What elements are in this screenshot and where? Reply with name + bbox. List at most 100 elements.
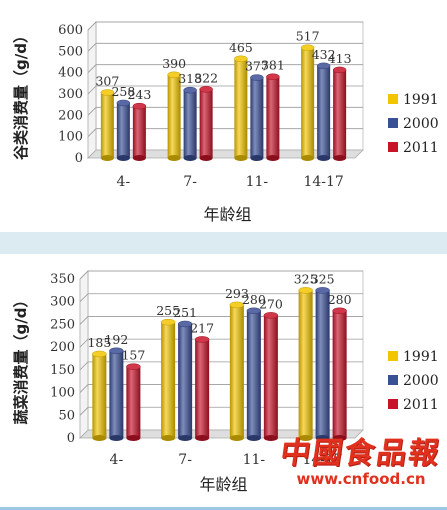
data-label: 432 <box>312 47 336 62</box>
x-tick-label: 7- <box>183 174 197 190</box>
bar <box>167 71 181 161</box>
y-tick-label: 200 <box>58 108 83 123</box>
gridline <box>87 64 363 73</box>
legend-label: 1991 <box>403 349 439 365</box>
legend-swatch <box>388 142 398 152</box>
x-axis-title: 年龄组 <box>199 475 247 494</box>
data-label: 185 <box>87 335 111 350</box>
bar <box>116 99 131 161</box>
y-tick-label: 400 <box>58 66 83 81</box>
bar <box>332 66 347 161</box>
chart-side-wall <box>79 270 89 439</box>
bar <box>177 320 193 441</box>
y-tick-label: 100 <box>50 386 75 401</box>
bar <box>229 301 245 441</box>
x-tick-label: 4- <box>117 174 131 190</box>
cereal-chart-panel: 0 100 200 300 400 500 600 307 258 243 4- 390 318 322 7… <box>0 0 447 232</box>
bar <box>234 55 248 161</box>
data-label: 318 <box>178 71 202 86</box>
data-label: 293 <box>225 286 249 301</box>
legend-label: 2011 <box>403 397 439 413</box>
gridline <box>79 270 363 280</box>
data-label: 322 <box>194 70 218 85</box>
data-label: 390 <box>162 56 186 71</box>
y-tick-label: 150 <box>50 363 75 378</box>
x-tick-label: 11- <box>246 174 269 190</box>
bottom-strip <box>0 507 447 510</box>
bar <box>132 102 147 161</box>
bar <box>100 89 115 161</box>
legend-label: 2000 <box>403 116 439 132</box>
bar <box>316 62 331 161</box>
x-tick-label: 11- <box>243 452 266 468</box>
x-axis-title: 年龄组 <box>203 205 251 224</box>
gridline <box>87 21 363 31</box>
data-label: 157 <box>121 348 145 363</box>
bar <box>332 307 347 441</box>
data-label: 251 <box>173 305 197 320</box>
bar <box>92 350 107 441</box>
y-tick-label: 200 <box>50 340 75 355</box>
x-tick-label: 7- <box>178 452 192 468</box>
x-tick-label: 14-17 <box>303 174 343 190</box>
data-label: 270 <box>259 296 283 311</box>
data-label: 217 <box>190 320 214 335</box>
bar <box>298 287 313 441</box>
legend-label: 2011 <box>403 140 439 156</box>
bar <box>250 74 264 161</box>
y-tick-label: 0 <box>67 431 75 446</box>
data-label: 243 <box>127 87 151 102</box>
bar <box>160 318 176 441</box>
bar <box>246 307 262 441</box>
bar <box>109 347 124 441</box>
bar <box>199 86 213 161</box>
legend-label: 2000 <box>403 373 439 389</box>
legend-label: 1991 <box>403 92 439 108</box>
bar <box>266 73 280 161</box>
data-label: 280 <box>242 292 266 307</box>
data-label: 381 <box>261 58 285 73</box>
data-label: 255 <box>156 303 180 318</box>
bar <box>126 363 141 441</box>
watermark-logo: 中國食品報 <box>278 436 443 471</box>
data-label: 325 <box>294 271 318 286</box>
gridline <box>87 42 363 52</box>
data-label: 280 <box>328 292 352 307</box>
data-label: 258 <box>111 84 135 99</box>
data-label: 377 <box>245 59 269 74</box>
panel-separator <box>0 232 447 254</box>
data-label: 413 <box>328 51 352 66</box>
data-label: 465 <box>229 40 253 55</box>
x-tick-label: 4- <box>110 452 124 468</box>
y-tick-label: 500 <box>58 44 83 59</box>
legend-swatch <box>388 94 398 104</box>
gridline <box>79 293 363 302</box>
y-tick-label: 600 <box>58 23 83 38</box>
data-label: 192 <box>104 332 128 347</box>
bar <box>183 86 197 161</box>
bar <box>263 312 279 441</box>
data-label: 307 <box>95 74 119 89</box>
y-tick-label: 350 <box>50 272 75 287</box>
bar <box>194 336 210 441</box>
x-tick-label: 14-17 <box>302 452 342 468</box>
vegetable-chart-panel: 0 50 100 150 200 250 300 350 185 192 157 4- 255 251 21… <box>0 254 447 510</box>
data-label: 517 <box>296 29 320 44</box>
y-tick-label: 100 <box>58 130 83 145</box>
y-axis-title: 蔬菜消费量（g/d） <box>12 293 30 425</box>
watermark: 中國食品報 www.cnfood.cn <box>278 428 443 488</box>
data-label: 325 <box>311 271 335 286</box>
bar <box>300 44 315 161</box>
y-axis-title: 谷类消费量（g/d） <box>12 28 30 160</box>
y-tick-label: 50 <box>58 408 75 423</box>
y-tick-label: 300 <box>50 295 75 310</box>
legend-swatch <box>388 351 398 361</box>
y-tick-label: 300 <box>58 87 83 102</box>
watermark-url: www.cnfood.cn <box>296 470 426 488</box>
legend-swatch <box>388 375 398 385</box>
bar <box>315 287 330 441</box>
legend-swatch <box>388 118 398 128</box>
